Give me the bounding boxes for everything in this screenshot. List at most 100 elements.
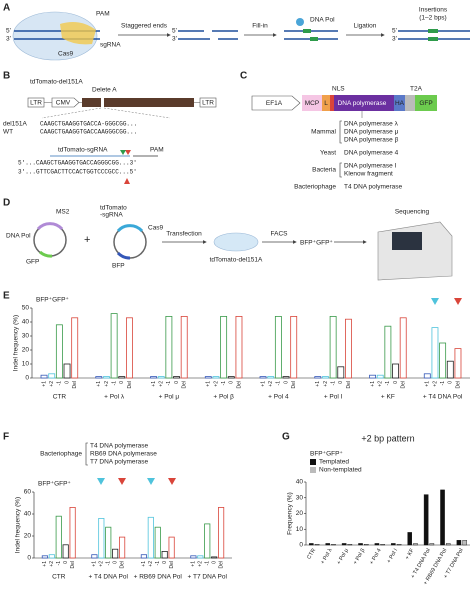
series-tick-label: -1 <box>205 561 211 566</box>
series-tick-label: -1 <box>56 561 62 566</box>
x-tick-label: + Pol μ <box>336 548 350 566</box>
linker-box <box>322 95 330 111</box>
end-label: 3' <box>6 36 11 43</box>
series-tick-label: 0 <box>448 381 454 384</box>
bar <box>392 363 399 379</box>
bfp-segment <box>116 251 131 260</box>
series-tick-label: Del <box>72 381 78 389</box>
sgrna-label: -sgRNA <box>100 212 123 219</box>
end-label: 3' <box>392 36 397 43</box>
pol-label: DNA Pol <box>310 17 335 24</box>
cmv-label: CMV <box>56 100 71 107</box>
series-tick-label: Del <box>401 381 407 389</box>
panel-label: G <box>282 432 290 443</box>
sequencer-screen <box>392 232 422 250</box>
bar <box>190 555 197 559</box>
group-label: Mammal <box>311 129 336 136</box>
polymerase-name: DNA polymerase μ <box>344 129 399 136</box>
series-tick-label: +2 <box>159 381 165 387</box>
x-tick-label: + Pol β <box>352 548 366 566</box>
gfp-label: GFP <box>26 259 39 266</box>
bar <box>165 315 173 379</box>
y-tick-label: 20 <box>24 533 32 540</box>
promoter-box <box>251 95 301 111</box>
highlight-marker <box>168 478 176 485</box>
gfp-box <box>415 95 437 111</box>
bar <box>384 325 392 379</box>
seq-name: WT <box>3 129 13 136</box>
strand: 3'...GTTCGACTTCCACTGGTCCCGCC...5' <box>18 169 137 176</box>
series-tick-label: 0 <box>63 561 69 564</box>
x-tick-label: + KF <box>381 394 395 401</box>
series-tick-label: Del <box>169 561 175 569</box>
bar <box>413 543 418 546</box>
fill-in <box>303 29 311 33</box>
bar <box>325 543 331 546</box>
bfp-label: BFP <box>112 263 125 270</box>
sgrna-label: sgRNA <box>100 42 121 49</box>
x-tick-label: + Pol μ <box>159 394 180 401</box>
cas9-label: Cas9 <box>148 225 164 232</box>
bar <box>364 544 369 546</box>
series-tick-label: 0 <box>283 381 289 384</box>
series-tick-label: -1 <box>221 381 227 386</box>
highlight-marker <box>454 298 462 305</box>
series-tick-label: +2 <box>268 381 274 387</box>
panel-label: C <box>240 71 247 82</box>
bar <box>204 376 212 379</box>
x-tick-label: CTR <box>306 548 317 561</box>
series-tick-label: +2 <box>148 561 154 567</box>
series-tick-label: +1 <box>92 561 98 567</box>
bar <box>55 324 63 379</box>
bar <box>329 315 337 379</box>
nls-box <box>330 95 334 111</box>
construct-label: tdTomato-del151A <box>30 79 83 86</box>
end-label: 5' <box>392 28 397 35</box>
result-note: (1–2 bps) <box>419 15 446 22</box>
series-tick-label: Del <box>218 561 224 569</box>
bar <box>105 526 112 559</box>
cut-marker <box>120 150 126 155</box>
legend-label: Non-templated <box>319 467 362 474</box>
x-tick-label: CTR <box>52 574 66 581</box>
series-tick-label: +2 <box>323 381 329 387</box>
y-tick-label: 40 <box>22 319 30 326</box>
y-tick-label: 0 <box>27 555 31 562</box>
x-tick-label: + T4 DNA Pol <box>89 574 129 581</box>
group-label: Bacteria <box>312 167 336 174</box>
promoter-label: EF1A <box>266 100 283 107</box>
polymerase-name: DNA polymerase I <box>344 163 397 170</box>
panel-d: D MS2 DNA Pol GFP + tdTomato -sgRNA Cas9… <box>3 198 453 281</box>
pol-segment <box>36 222 64 231</box>
y-tick-label: 0 <box>25 375 29 382</box>
bar <box>456 540 462 546</box>
end-label: 5' <box>172 28 177 35</box>
group-label: Yeast <box>320 150 336 157</box>
series-tick-label: +1 <box>425 381 431 387</box>
bar <box>157 376 165 379</box>
bar <box>119 536 126 559</box>
series-tick-label: +1 <box>96 381 102 387</box>
bar <box>376 374 384 379</box>
subtitle: BFP⁺GFP⁺ <box>38 481 71 488</box>
bar <box>112 548 119 559</box>
legend-label: Templated <box>319 459 349 466</box>
bar <box>380 544 385 546</box>
step-label: Fill-in <box>252 23 268 30</box>
bar <box>345 318 352 379</box>
bar <box>423 373 431 379</box>
sgrna-shape <box>60 22 96 45</box>
bracket <box>339 120 342 144</box>
bar <box>331 544 336 546</box>
series-tick-label: +2 <box>104 381 110 387</box>
bar <box>374 543 380 546</box>
highlight-marker <box>147 478 155 485</box>
bar <box>227 376 235 379</box>
series-tick-label: +1 <box>370 381 376 387</box>
series-tick-label: +2 <box>432 381 438 387</box>
series-tick-label: 0 <box>162 561 168 564</box>
y-tick-label: 60 <box>24 489 32 496</box>
x-tick-label: + RB69 DNA Pol <box>134 574 183 581</box>
bar <box>462 540 467 546</box>
polymerase-name: Klenow fragment <box>344 171 393 178</box>
